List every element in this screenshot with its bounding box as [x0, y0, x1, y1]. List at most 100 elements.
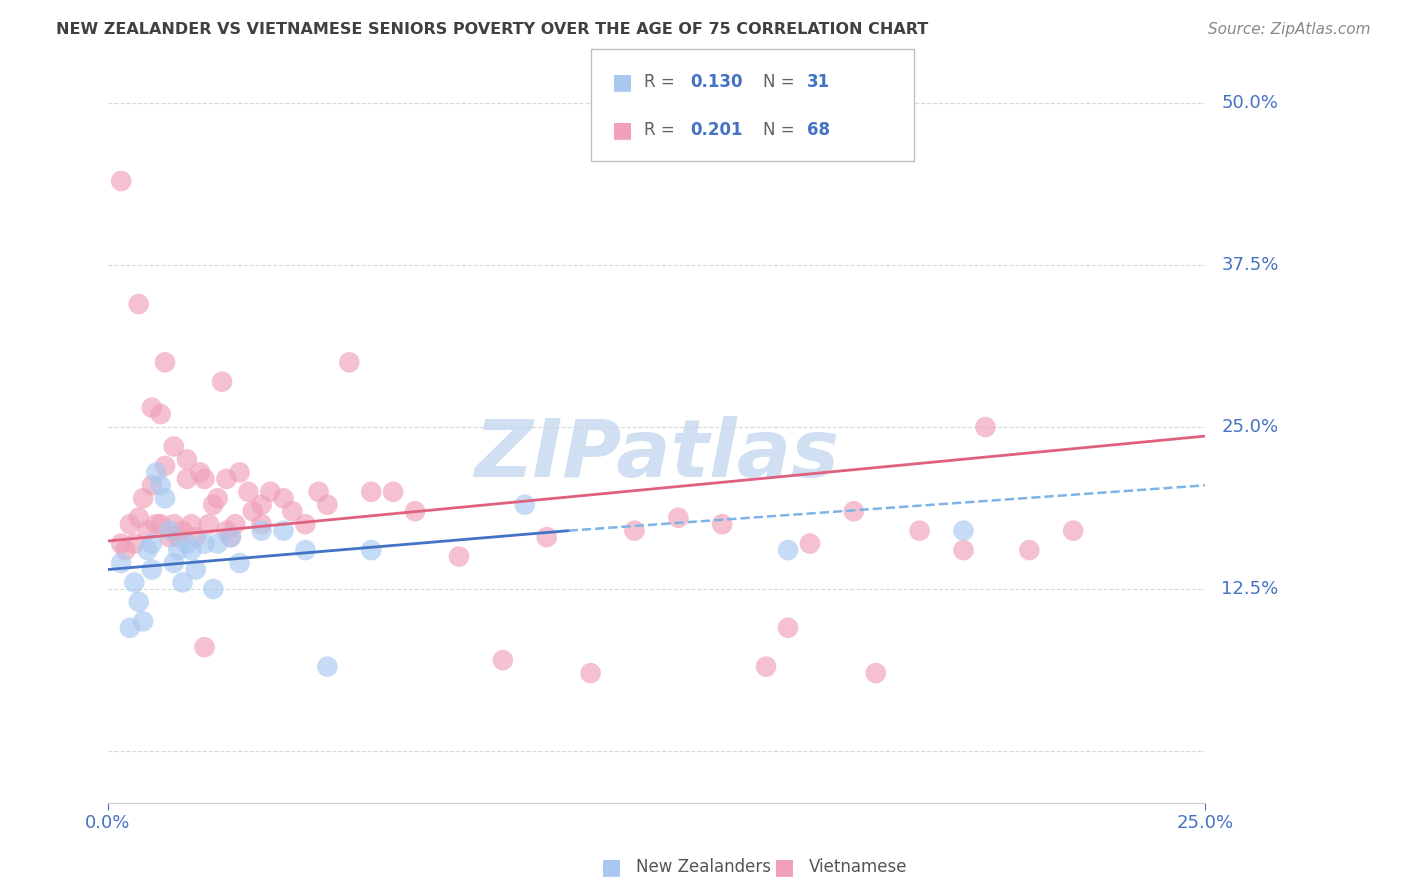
Text: ■: ■	[612, 72, 633, 92]
Point	[132, 491, 155, 506]
Point	[149, 478, 172, 492]
Point	[167, 543, 190, 558]
Point	[842, 504, 865, 518]
Point	[579, 666, 602, 681]
Point	[163, 517, 186, 532]
Point	[207, 536, 229, 550]
Point	[172, 575, 194, 590]
Text: New Zealanders: New Zealanders	[636, 858, 770, 876]
Point	[228, 466, 250, 480]
Text: Source: ZipAtlas.com: Source: ZipAtlas.com	[1208, 22, 1371, 37]
Point	[149, 517, 172, 532]
Point	[193, 536, 215, 550]
Point	[202, 582, 225, 596]
Point	[180, 543, 202, 558]
Text: 0.130: 0.130	[690, 73, 742, 91]
Point	[1062, 524, 1084, 538]
Point	[755, 659, 778, 673]
Text: 0.201: 0.201	[690, 121, 742, 139]
Point	[110, 556, 132, 570]
Point	[167, 530, 190, 544]
Point	[250, 524, 273, 538]
Point	[118, 621, 141, 635]
Point	[952, 543, 974, 558]
Point	[250, 517, 273, 532]
Point	[219, 530, 242, 544]
Point	[294, 543, 316, 558]
Point	[193, 472, 215, 486]
Point	[184, 562, 207, 576]
Text: 31: 31	[807, 73, 830, 91]
Text: ■: ■	[775, 857, 794, 877]
Point	[536, 530, 558, 544]
Point	[492, 653, 515, 667]
Point	[157, 524, 180, 538]
Point	[176, 472, 198, 486]
Text: ■: ■	[602, 857, 621, 877]
Point	[110, 536, 132, 550]
Point	[1018, 543, 1040, 558]
Point	[360, 543, 382, 558]
Point	[242, 504, 264, 518]
Point	[176, 536, 198, 550]
Point	[224, 517, 246, 532]
Text: R =: R =	[644, 73, 681, 91]
Point	[149, 407, 172, 421]
Point	[128, 510, 150, 524]
Point	[974, 420, 997, 434]
Point	[281, 504, 304, 518]
Point	[176, 452, 198, 467]
Point	[136, 543, 159, 558]
Point	[952, 524, 974, 538]
Point	[114, 543, 136, 558]
Text: 25.0%: 25.0%	[1222, 418, 1278, 436]
Point	[110, 174, 132, 188]
Text: NEW ZEALANDER VS VIETNAMESE SENIORS POVERTY OVER THE AGE OF 75 CORRELATION CHART: NEW ZEALANDER VS VIETNAMESE SENIORS POVE…	[56, 22, 928, 37]
Text: ■: ■	[612, 120, 633, 140]
Point	[404, 504, 426, 518]
Text: N =: N =	[763, 121, 800, 139]
Point	[273, 524, 295, 538]
Point	[145, 466, 167, 480]
Point	[153, 458, 176, 473]
Text: 68: 68	[807, 121, 830, 139]
Point	[118, 517, 141, 532]
Point	[215, 472, 238, 486]
Point	[157, 530, 180, 544]
Point	[316, 659, 339, 673]
Point	[180, 517, 202, 532]
Point	[124, 575, 146, 590]
Point	[124, 536, 146, 550]
Point	[141, 562, 163, 576]
Point	[193, 640, 215, 655]
Point	[163, 440, 186, 454]
Point	[228, 556, 250, 570]
Point	[382, 484, 405, 499]
Point	[198, 517, 221, 532]
Text: R =: R =	[644, 121, 681, 139]
Point	[666, 510, 689, 524]
Point	[188, 466, 211, 480]
Point	[163, 556, 186, 570]
Point	[308, 484, 330, 499]
Point	[141, 536, 163, 550]
Point	[128, 595, 150, 609]
Point	[259, 484, 281, 499]
Point	[153, 355, 176, 369]
Text: 12.5%: 12.5%	[1222, 580, 1278, 598]
Point	[799, 536, 821, 550]
Point	[128, 297, 150, 311]
Point	[141, 478, 163, 492]
Point	[215, 524, 238, 538]
Point	[153, 491, 176, 506]
Point	[316, 498, 339, 512]
Point	[623, 524, 645, 538]
Point	[776, 543, 799, 558]
Point	[132, 615, 155, 629]
Point	[776, 621, 799, 635]
Point	[238, 484, 260, 499]
Point	[447, 549, 470, 564]
Point	[865, 666, 887, 681]
Point	[145, 517, 167, 532]
Point	[337, 355, 360, 369]
